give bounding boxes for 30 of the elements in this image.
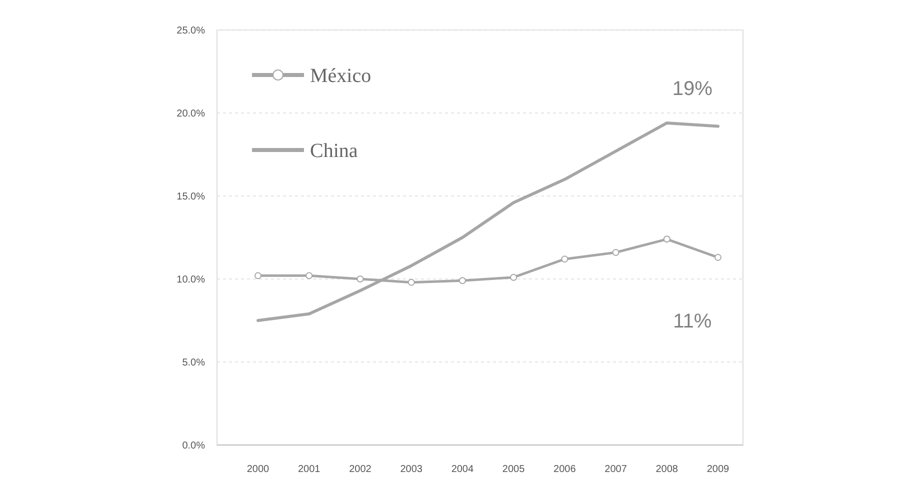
y-tick-label: 5.0% [182, 358, 206, 368]
point [356, 276, 364, 282]
x-tick-label: 2001 [298, 464, 321, 475]
x-tick-label: 2007 [604, 464, 628, 475]
point [510, 274, 518, 281]
point [714, 254, 722, 261]
x-tick-label: 2006 [554, 464, 576, 475]
point [306, 272, 313, 280]
y-tick-label: 0.0% [182, 440, 206, 452]
point [458, 277, 466, 284]
y-tick-label: 15.0% [176, 192, 206, 202]
legend-label: China [310, 140, 358, 162]
point [561, 256, 568, 263]
point [408, 278, 415, 286]
y-tick-label: 10.0% [176, 274, 206, 286]
point [612, 248, 620, 256]
legend-label: México [310, 65, 372, 87]
x-tick-label: 2009 [706, 464, 730, 475]
point [254, 272, 262, 280]
x-tick-label: 2002 [349, 464, 372, 475]
y-tick-label: 25.0% [176, 26, 206, 36]
annotation: 19% [672, 78, 713, 100]
x-tick-label: 2000 [246, 464, 270, 475]
point [663, 236, 670, 243]
x-tick-label: 2003 [400, 464, 423, 475]
x-tick-label: 2008 [656, 464, 678, 475]
x-tick-label: 2004 [451, 464, 474, 475]
annotation: 11% [673, 310, 712, 332]
y-tick-label: 20.0% [176, 108, 206, 120]
x-tick-label: 2005 [502, 464, 526, 475]
